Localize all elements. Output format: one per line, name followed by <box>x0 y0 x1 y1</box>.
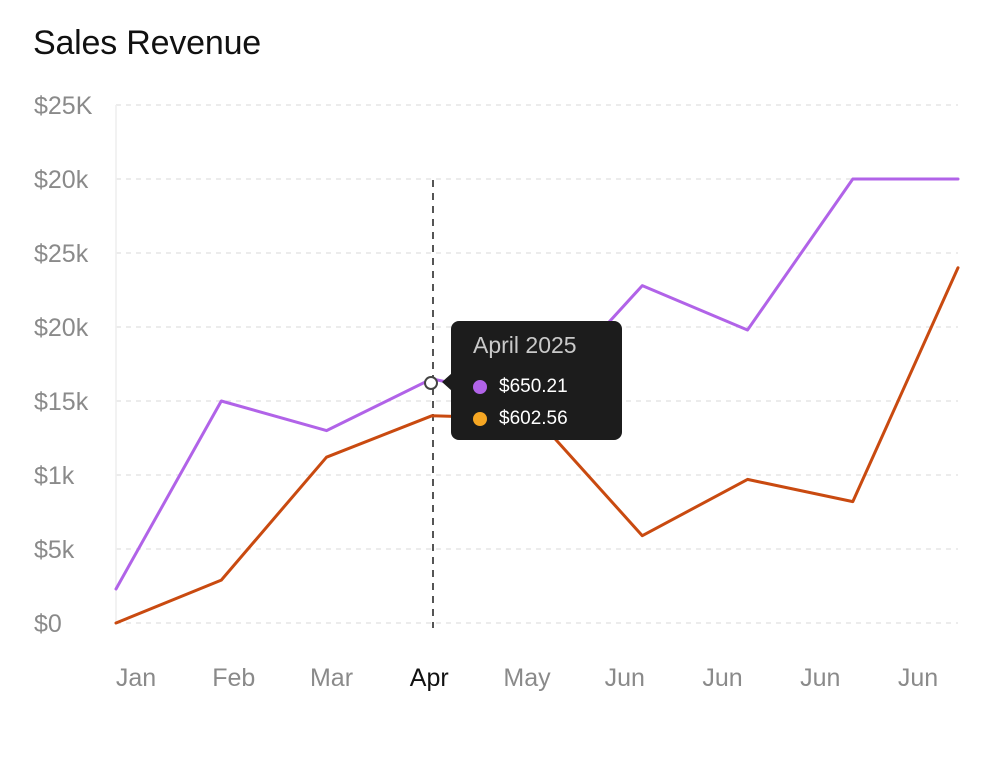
y-tick-label: $1k <box>34 462 75 490</box>
hover-markers[interactable] <box>424 376 438 390</box>
x-tick-label: Mar <box>310 664 353 692</box>
y-tick-label: $5k <box>34 536 75 564</box>
x-tick-label: Apr <box>410 664 449 692</box>
y-tick-label: $15k <box>34 388 89 416</box>
x-tick-label: Jan <box>116 664 156 692</box>
tooltip-row-series-1: $650.21 <box>473 371 622 403</box>
y-tick-label: $25K <box>34 92 93 120</box>
x-tick-label: Jun <box>702 664 742 692</box>
x-tick-labels: Jan Feb Mar Apr May Jun Jun Jun Jun <box>116 664 938 692</box>
y-tick-label: $20k <box>34 166 89 194</box>
y-tick-label: $0 <box>34 610 62 638</box>
hover-marker[interactable] <box>424 376 438 390</box>
tooltip-arrow <box>442 373 452 391</box>
tooltip-dot-series-2 <box>473 412 487 426</box>
grid-lines <box>116 104 958 624</box>
x-tick-label: Jun <box>800 664 840 692</box>
x-tick-label: Jun <box>605 664 645 692</box>
tooltip-row-series-2: $602.56 <box>473 403 622 435</box>
x-tick-label: Feb <box>212 664 255 692</box>
x-tick-label: Jun <box>898 664 938 692</box>
chart-tooltip: April 2025 $650.21 $602.56 <box>442 321 622 440</box>
tooltip-value-series-2: $602.56 <box>499 408 568 429</box>
tooltip-dot-series-1 <box>473 380 487 394</box>
chart-title: Sales Revenue <box>33 24 261 62</box>
tooltip-title: April 2025 <box>473 332 577 358</box>
y-tick-label: $20k <box>34 314 89 342</box>
x-tick-label: May <box>503 664 551 692</box>
y-tick-label: $25k <box>34 240 89 268</box>
y-tick-labels: $0 $5k $1k $15k $20k $25k $20k $25K <box>34 92 93 638</box>
tooltip-value-series-1: $650.21 <box>499 376 568 397</box>
